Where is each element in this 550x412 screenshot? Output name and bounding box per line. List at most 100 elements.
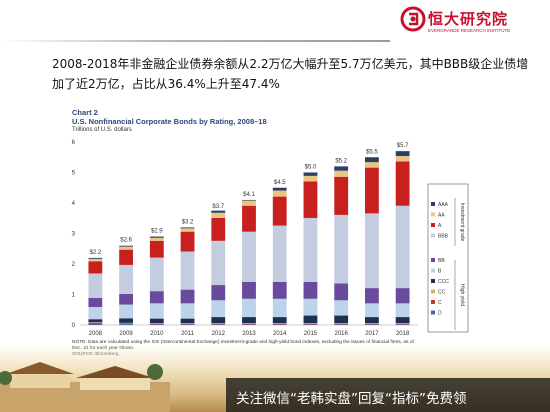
bar-segment-aa [149,237,164,241]
bar-total-label: $5.5 [366,149,378,155]
bar-segment-ccc [180,318,195,324]
bar-segment-a [334,176,349,215]
bar-segment-ccc [303,315,318,324]
bar-segment-cc [211,323,226,324]
x-tick-label: 2013 [242,331,256,337]
bar-segment-aaa [242,199,256,201]
y-tick-label: 1 [72,293,76,299]
bar-segment-aa [334,170,349,177]
bar-segment-ccc [149,318,164,324]
bar-segment-aaa [395,151,410,157]
bar-segment-aa [272,190,287,197]
bar-segment-bbb [364,213,379,289]
legend-swatch-cc [431,289,435,294]
bar-segment-b [303,298,318,316]
bar-segment-b [395,303,410,318]
x-tick-label: 2010 [150,331,164,337]
x-tick-label: 2015 [304,331,318,337]
bar-segment-b [211,300,226,318]
bar-segment-d [395,324,410,325]
bar-total-label: $2.9 [151,229,163,235]
bar-segment-bb [395,288,410,304]
bar-segment-d [149,324,164,325]
x-tick-label: 2014 [273,331,287,337]
bar-segment-b [149,303,164,319]
bar-segment-a [149,240,164,258]
x-tick-label: 2018 [396,331,410,337]
bar-segment-ccc [242,317,256,324]
bar-segment-b [334,300,349,316]
bar-segment-d [88,323,103,325]
bar-segment-bb [242,281,256,299]
legend-label-d: D [438,311,442,317]
brand-name-en: EVERGRANDE RESEARCH INSTITUTE [428,28,511,33]
bar-segment-cc [395,323,410,324]
footer-promo-text: 关注微信“老韩实盘”回复“指标”免费领 [236,391,467,407]
bar-segment-ccc [211,317,226,324]
x-tick-label: 2011 [181,331,195,337]
bar-segment-bb [180,289,195,304]
bar-segment-aaa [119,245,134,247]
bar-segment-bbb [395,205,410,289]
bar-segment-b [364,303,379,318]
bar-segment-d [272,324,287,325]
y-tick-label: 6 [72,140,76,146]
bar-segment-b [88,307,103,320]
legend-label-bb: BB [438,258,445,264]
x-tick-label: 2008 [89,331,103,337]
bar-segment-a [303,181,318,218]
bar-total-label: $5.0 [305,165,317,171]
y-tick-label: 2 [72,262,76,268]
bar-segment-aaa [303,172,318,176]
bar-segment-bbb [149,257,164,292]
legend-swatch-b [431,268,435,273]
palace-illustration-icon [0,362,170,412]
bar-segment-aaa [88,257,103,259]
header-divider [0,40,390,42]
y-tick-label: 4 [72,201,76,207]
bar-segment-cc [303,323,318,324]
x-tick-label: 2016 [335,331,349,337]
legend-swatch-a [431,223,435,227]
bar-segment-d [242,324,256,325]
bar-segment-c [242,323,256,325]
bar-segment-a [211,217,226,241]
bar-segment-bbb [180,251,195,290]
bar-segment-bbb [272,225,287,282]
bar-segment-aa [180,228,195,232]
bar-segment-aa [395,156,410,162]
bar-segment-a [88,261,103,274]
bar-segment-d [211,324,226,325]
brand-name-cn: 恒大研究院 [428,10,509,28]
bar-segment-bb [88,297,103,308]
bar-segment-cc [242,323,256,324]
bar-total-label: $5.2 [335,158,347,164]
bar-segment-bb [364,288,379,304]
bar-total-label: $3.2 [182,219,194,225]
bar-segment-a [395,161,410,206]
y-tick-label: 5 [72,171,76,177]
bar-segment-bbb [242,231,256,282]
bar-segment-d [303,324,318,325]
bar-segment-bb [334,283,349,301]
legend-group-label: High yield [459,284,465,306]
legend-label-c: C [438,300,442,306]
bar-segment-ccc [119,318,134,323]
chart-number: Chart 2 [72,108,98,117]
bar-segment-bbb [119,264,134,294]
bar-segment-d [334,324,349,325]
bar-segment-c [303,323,318,325]
bar-segment-ccc [272,317,287,324]
bar-total-label: $2.2 [90,250,102,256]
bar-segment-bbb [303,217,318,282]
bar-segment-b [272,298,287,318]
bar-segment-aa [119,246,134,250]
bar-segment-aaa [272,187,287,191]
chart-title: U.S. Nonfinancial Corporate Bonds by Rat… [72,117,267,126]
bar-segment-cc [364,323,379,324]
y-tick-label: 0 [72,323,76,329]
bar-segment-d [180,324,195,325]
x-tick-label: 2012 [212,331,226,337]
